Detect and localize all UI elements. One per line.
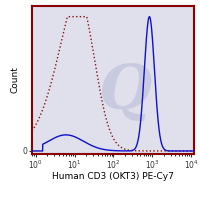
Text: Q: Q [99, 62, 153, 122]
Y-axis label: Count: Count [10, 66, 19, 93]
X-axis label: Human CD3 (OKT3) PE-Cy7: Human CD3 (OKT3) PE-Cy7 [52, 172, 174, 181]
